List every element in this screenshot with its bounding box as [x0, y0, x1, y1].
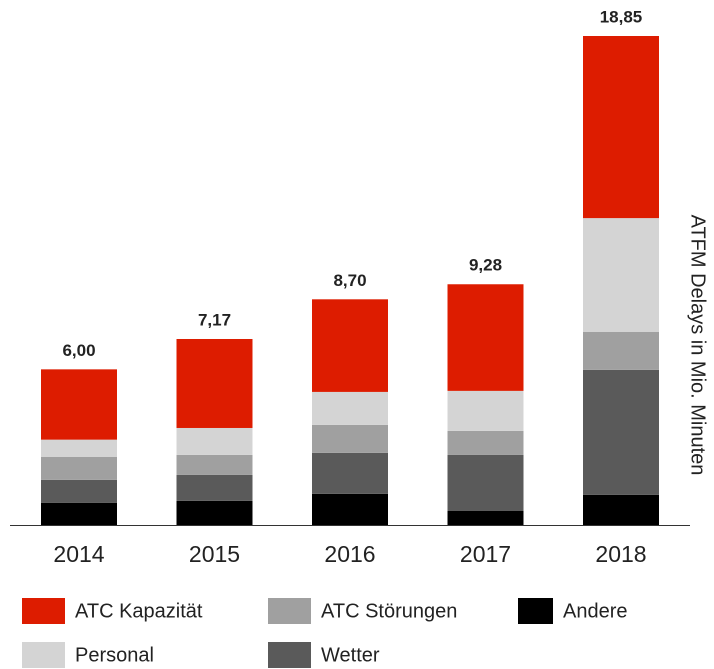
legend-label: ATC Kapazität	[75, 600, 203, 622]
legend-swatch	[22, 642, 65, 668]
x-tick-label: 2015	[189, 541, 240, 567]
legend-swatch	[518, 598, 553, 624]
bar-segment	[176, 500, 253, 525]
legend-label: Andere	[563, 600, 628, 622]
bar-segment	[176, 454, 253, 475]
total-label: 7,17	[198, 310, 231, 329]
bar-segment	[312, 391, 388, 425]
bar-segment	[41, 502, 117, 525]
bar-segment	[176, 338, 253, 428]
bar-segment	[583, 369, 659, 495]
bar-segment	[312, 424, 388, 453]
bar-segment	[583, 331, 659, 370]
bar-segment	[41, 479, 117, 503]
x-tick-label: 2018	[595, 541, 646, 567]
total-label: 6,00	[62, 341, 95, 360]
bar-segment	[583, 36, 659, 219]
bar-segment	[176, 427, 253, 455]
legend-label: ATC Störungen	[321, 600, 457, 622]
legend-swatch	[268, 598, 311, 624]
legend-swatch	[22, 598, 65, 624]
y-axis-label: ATFM Delays in Mio. Minuten	[687, 215, 709, 476]
bar-segment	[312, 299, 388, 392]
total-label: 18,85	[600, 7, 643, 26]
bar-segment	[447, 284, 524, 391]
total-label: 9,28	[469, 256, 502, 275]
x-tick-label: 2014	[53, 541, 104, 567]
total-label: 8,70	[333, 271, 366, 290]
bar-segment	[447, 390, 524, 431]
legend-label: Wetter	[321, 644, 380, 666]
x-tick-label: 2016	[324, 541, 375, 567]
bar-segment	[312, 493, 388, 525]
bar-segment	[447, 430, 524, 455]
bar-segment	[447, 510, 524, 525]
x-tick-label: 2017	[460, 541, 511, 567]
legend-label: Personal	[75, 644, 154, 666]
bar-segment	[41, 456, 117, 480]
bar-segment	[41, 369, 117, 440]
bar-segment	[447, 454, 524, 511]
bar-segment	[312, 452, 388, 494]
bar-segment	[583, 218, 659, 332]
bar-segment	[176, 474, 253, 501]
legend-swatch	[268, 642, 311, 668]
bar-segment	[41, 439, 117, 457]
bar-segment	[583, 494, 659, 525]
